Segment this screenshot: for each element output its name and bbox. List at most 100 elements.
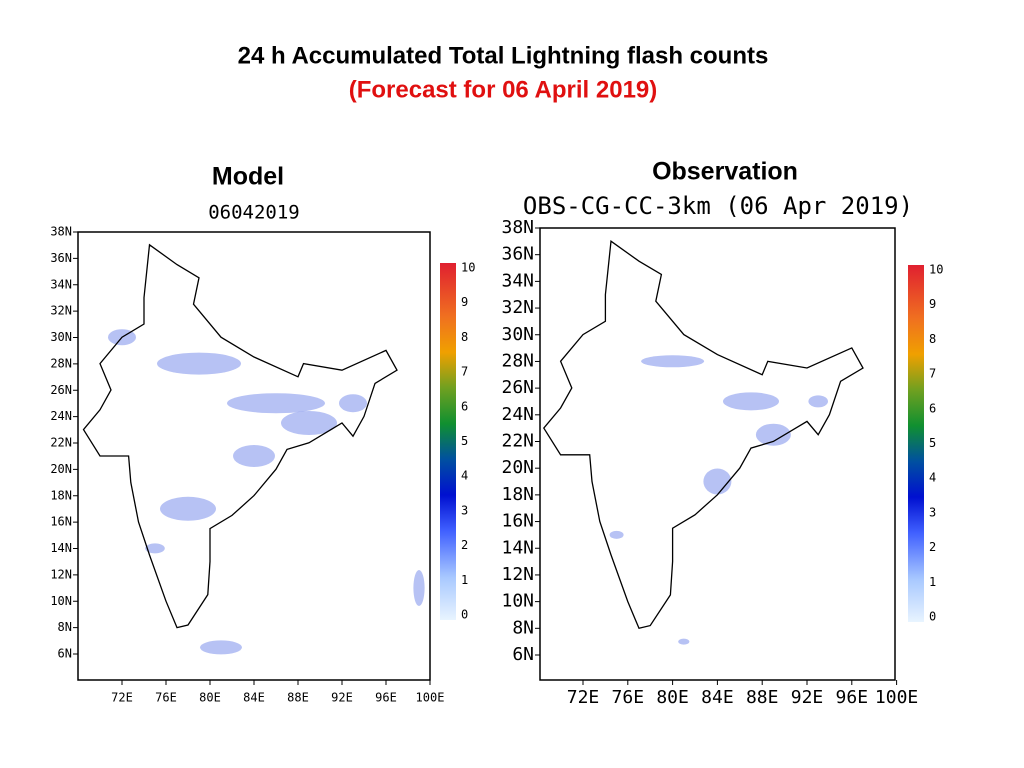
lat-label: 6N: [512, 644, 534, 665]
map-title: OBS-CG-CC-3km (06 Apr 2019): [523, 192, 913, 220]
lon-label: 92E: [791, 687, 824, 708]
map-frame: [77, 231, 431, 681]
colorbar-label: 2: [461, 538, 468, 552]
title: 24 h Accumulated Total Lightning flash c…: [238, 42, 769, 69]
colorbar-label: 4: [929, 471, 936, 485]
lat-label: 14N: [501, 537, 534, 558]
lat-label: 8N: [58, 620, 72, 634]
lat-label: 34N: [50, 277, 72, 291]
lat-label: 10N: [501, 591, 534, 612]
lightning-area: [145, 543, 165, 554]
lat-label: 38N: [501, 217, 534, 238]
lat-label: 32N: [501, 297, 534, 318]
lat-label: 34N: [501, 270, 534, 291]
country-outline: [542, 240, 864, 630]
colorbar-label: 5: [929, 436, 936, 450]
colorbar-label: 6: [461, 399, 468, 413]
colorbar-label: 7: [929, 367, 936, 381]
colorbar-label: 7: [461, 365, 468, 379]
panel-label: Observation: [652, 158, 798, 186]
lon-label: 92E: [331, 691, 353, 705]
lon-label: 76E: [155, 691, 177, 705]
lightning-area: [703, 468, 732, 495]
lon-label: 84E: [243, 691, 265, 705]
colorbar-label: 3: [461, 503, 468, 517]
lat-label: 28N: [501, 350, 534, 371]
colorbar-label: 5: [461, 434, 468, 448]
colorbar-label: 10: [461, 261, 475, 275]
lightning-area: [200, 640, 242, 655]
colorbar-label: 1: [461, 573, 468, 587]
lon-label: 96E: [836, 687, 869, 708]
lat-label: 16N: [501, 511, 534, 532]
colorbar-label: 8: [461, 330, 468, 344]
lat-label: 20N: [50, 462, 72, 476]
map-frame: [539, 227, 896, 681]
lightning-area: [413, 570, 425, 606]
lightning-area: [339, 394, 367, 413]
colorbar-label: 0: [461, 608, 468, 622]
lightning-area: [678, 638, 690, 645]
colorbar-label: 6: [929, 401, 936, 415]
lon-label: 72E: [567, 687, 600, 708]
lat-label: 14N: [50, 541, 72, 555]
colorbar-label: 2: [929, 540, 936, 554]
lightning-area: [233, 445, 275, 467]
lon-label: 84E: [701, 687, 734, 708]
lat-label: 12N: [50, 567, 72, 581]
lat-label: 30N: [50, 330, 72, 344]
lightning-area: [641, 355, 705, 368]
lat-label: 18N: [50, 488, 72, 502]
lat-label: 16N: [50, 515, 72, 529]
lightning-area: [160, 496, 216, 521]
lightning-area: [723, 392, 779, 411]
lat-label: 12N: [501, 564, 534, 585]
lat-label: 36N: [501, 244, 534, 265]
lon-label: 96E: [375, 691, 397, 705]
lat-label: 24N: [501, 404, 534, 425]
lightning-area: [808, 395, 828, 408]
lat-label: 26N: [501, 377, 534, 398]
lat-label: 30N: [501, 324, 534, 345]
lon-label: 76E: [612, 687, 645, 708]
lightning-area: [755, 423, 791, 446]
subtitle: (Forecast for 06 April 2019): [349, 76, 658, 103]
lon-label: 72E: [111, 691, 133, 705]
lightning-area: [157, 352, 241, 375]
lightning-area: [281, 411, 337, 435]
colorbar-label: 8: [929, 332, 936, 346]
lat-label: 28N: [50, 356, 72, 370]
colorbar-label: 1: [929, 575, 936, 589]
lightning-area: [609, 530, 624, 539]
lat-label: 36N: [50, 251, 72, 265]
lat-label: 20N: [501, 457, 534, 478]
lon-label: 80E: [656, 687, 689, 708]
map-title: 06042019: [208, 202, 300, 224]
lon-label: 100E: [416, 691, 445, 705]
lat-label: 38N: [50, 225, 72, 239]
colorbar-label: 9: [929, 297, 936, 311]
colorbar-label: 3: [929, 505, 936, 519]
lat-label: 26N: [50, 383, 72, 397]
panel-label: Model: [212, 163, 284, 191]
lon-label: 100E: [875, 687, 918, 708]
lat-label: 32N: [50, 304, 72, 318]
lat-label: 6N: [58, 647, 72, 661]
map-panel: Model0604201938N36N34N32N30N28N26N24N22N…: [50, 163, 475, 705]
lat-label: 22N: [501, 431, 534, 452]
colorbar: [908, 265, 924, 622]
lat-label: 22N: [50, 436, 72, 450]
colorbar: [440, 263, 456, 620]
lon-label: 88E: [287, 691, 309, 705]
colorbar-label: 4: [461, 469, 468, 483]
maps: Model0604201938N36N34N32N30N28N26N24N22N…: [50, 158, 943, 708]
lightning-area: [227, 393, 325, 414]
country-outline: [82, 243, 398, 629]
lon-label: 88E: [746, 687, 779, 708]
lat-label: 10N: [50, 594, 72, 608]
colorbar-label: 0: [929, 610, 936, 624]
colorbar-label: 9: [461, 295, 468, 309]
lat-label: 8N: [512, 617, 534, 638]
